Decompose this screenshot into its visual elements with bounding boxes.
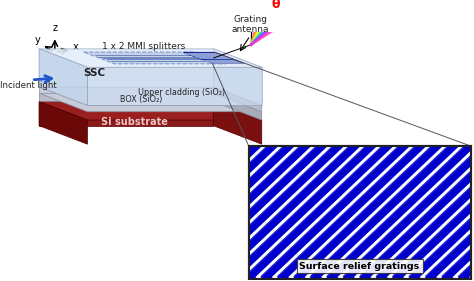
Polygon shape bbox=[88, 67, 262, 105]
Polygon shape bbox=[39, 101, 213, 126]
Text: x: x bbox=[73, 42, 78, 52]
Polygon shape bbox=[39, 49, 262, 67]
Polygon shape bbox=[213, 49, 262, 105]
Polygon shape bbox=[83, 52, 225, 64]
Text: Incident light: Incident light bbox=[0, 81, 57, 90]
Polygon shape bbox=[39, 87, 213, 93]
Text: 1 x 2 MMI splitters: 1 x 2 MMI splitters bbox=[102, 42, 186, 51]
Polygon shape bbox=[39, 93, 213, 101]
Polygon shape bbox=[39, 87, 262, 105]
Text: θ: θ bbox=[272, 0, 280, 11]
Polygon shape bbox=[251, 0, 303, 45]
Bar bbox=[249, 146, 471, 278]
Text: SSC: SSC bbox=[83, 68, 105, 78]
Polygon shape bbox=[183, 52, 244, 64]
Polygon shape bbox=[213, 93, 262, 120]
Text: z: z bbox=[52, 23, 57, 33]
Polygon shape bbox=[39, 49, 213, 87]
Text: Surface relief gratings: Surface relief gratings bbox=[300, 262, 420, 271]
Text: BOX (SiO₂): BOX (SiO₂) bbox=[120, 96, 163, 105]
Text: Upper cladding (SiO₂): Upper cladding (SiO₂) bbox=[137, 88, 225, 97]
Text: y: y bbox=[35, 35, 41, 45]
Polygon shape bbox=[39, 49, 88, 105]
Polygon shape bbox=[213, 101, 262, 144]
Text: Grating
antenna: Grating antenna bbox=[232, 15, 269, 34]
Polygon shape bbox=[213, 87, 262, 112]
Polygon shape bbox=[39, 101, 88, 144]
Bar bbox=[249, 146, 471, 278]
Text: Si substrate: Si substrate bbox=[101, 117, 168, 127]
Polygon shape bbox=[39, 93, 262, 112]
Polygon shape bbox=[39, 101, 262, 120]
